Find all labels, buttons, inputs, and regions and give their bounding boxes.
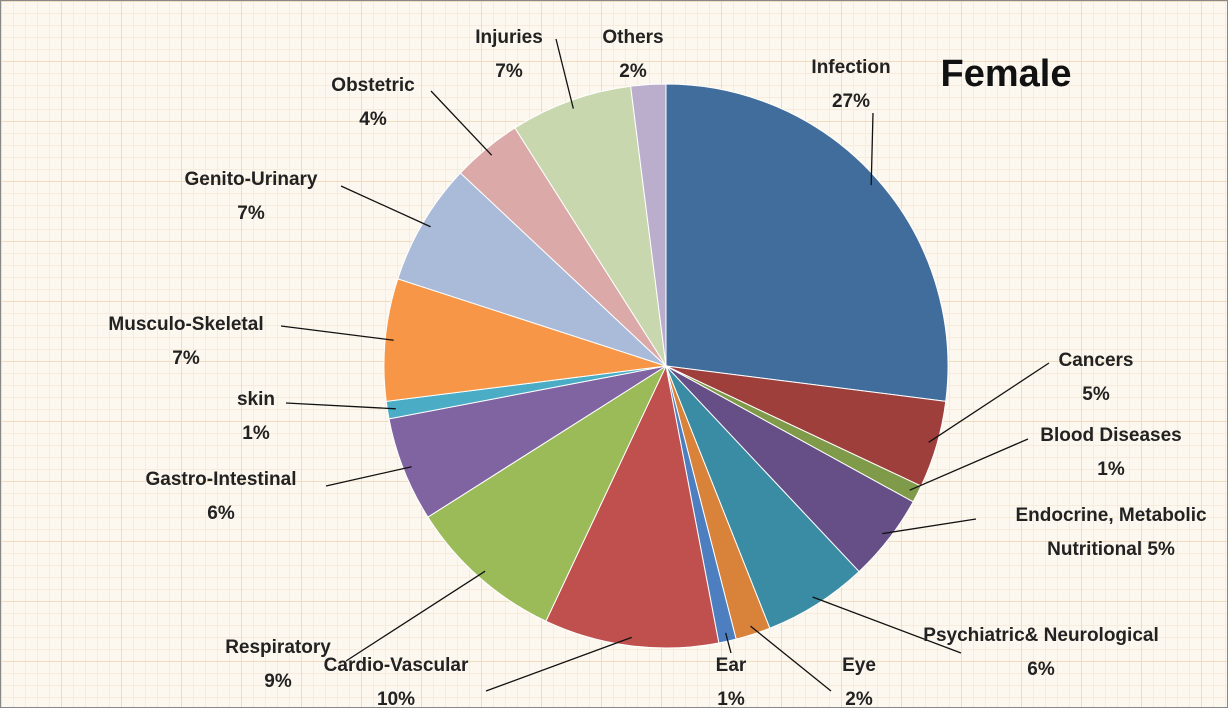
leader-line bbox=[325, 466, 412, 487]
leader-line bbox=[345, 570, 486, 662]
slice-label: Gastro-Intestinal 6% bbox=[146, 463, 297, 531]
value-label: 7% bbox=[495, 61, 523, 82]
chart-title: Female bbox=[940, 53, 1072, 95]
leader-line bbox=[555, 38, 574, 109]
value-label: 6% bbox=[207, 503, 235, 524]
leader-line bbox=[870, 112, 874, 186]
slice-label: Endocrine, Metabolic Nutritional 5% bbox=[991, 499, 1228, 567]
leader-line bbox=[750, 625, 832, 692]
leader-line bbox=[928, 362, 1050, 443]
leader-line bbox=[485, 636, 632, 692]
leader-line bbox=[340, 185, 431, 228]
slice-label: Musculo-Skeletal 7% bbox=[108, 308, 263, 376]
pie-slice bbox=[427, 364, 668, 622]
leader-line bbox=[882, 518, 977, 535]
category-label: Obstetric bbox=[331, 75, 415, 96]
slice-label: Injuries 7% bbox=[475, 21, 543, 89]
category-label: Cardio-Vascular bbox=[323, 655, 469, 676]
leader-line bbox=[285, 402, 396, 410]
value-label: 7% bbox=[237, 203, 265, 224]
slice-label: Infection 27% bbox=[811, 51, 890, 119]
slice-label: Cardio-Vascular 10% bbox=[324, 649, 469, 717]
pie-slice bbox=[514, 85, 667, 367]
category-label: Blood Diseases bbox=[1040, 425, 1182, 446]
category-label: Eye bbox=[842, 655, 876, 676]
value-label: 5% bbox=[1147, 539, 1175, 560]
slice-label: Obstetric 4% bbox=[331, 69, 414, 137]
value-label: 7% bbox=[172, 348, 200, 369]
category-label: Genito-Urinary bbox=[184, 169, 318, 190]
category-label: Cancers bbox=[1058, 350, 1134, 371]
category-label: Injuries bbox=[475, 27, 543, 48]
slice-label: skin 1% bbox=[237, 383, 275, 451]
value-label: 5% bbox=[1082, 384, 1110, 405]
value-label: 1% bbox=[242, 423, 270, 444]
category-label: Ear bbox=[715, 655, 747, 676]
leader-line bbox=[909, 438, 1029, 491]
category-label: Musculo-Skeletal bbox=[108, 314, 264, 335]
category-label: Psychiatric& Neurological bbox=[923, 625, 1159, 646]
slice-label: Eye 2% bbox=[842, 649, 876, 717]
value-label: 27% bbox=[831, 91, 871, 112]
slice-label: Respiratory 9% bbox=[225, 631, 331, 699]
category-label: Gastro-Intestinal bbox=[145, 469, 297, 490]
value-label: 10% bbox=[376, 689, 416, 710]
slice-label: Cancers 5% bbox=[1059, 344, 1134, 412]
category-label: Endocrine, Metabolic Nutritional bbox=[1015, 505, 1207, 560]
value-label: 4% bbox=[359, 109, 387, 130]
value-label: 1% bbox=[1097, 459, 1125, 480]
leader-line bbox=[725, 632, 732, 654]
leader-line bbox=[430, 90, 493, 156]
value-label: 2% bbox=[619, 61, 647, 82]
value-label: 2% bbox=[845, 689, 873, 710]
pie-slice bbox=[630, 83, 667, 367]
category-label: Others bbox=[602, 27, 664, 48]
slice-label: Blood Diseases 1% bbox=[1040, 419, 1182, 487]
slice-label: Ear 1% bbox=[716, 649, 747, 717]
pie-slice bbox=[665, 83, 949, 402]
value-label: 1% bbox=[717, 689, 745, 710]
pie-slice bbox=[397, 172, 667, 367]
slice-label: Psychiatric& Neurological 6% bbox=[923, 619, 1158, 687]
category-label: skin bbox=[236, 389, 276, 410]
value-label: 9% bbox=[264, 671, 292, 692]
pie-slice bbox=[545, 364, 720, 649]
slice-label: Genito-Urinary 7% bbox=[184, 163, 317, 231]
category-label: Respiratory bbox=[225, 637, 331, 658]
category-label: Infection bbox=[811, 57, 891, 78]
leader-line bbox=[280, 325, 394, 341]
value-label: 6% bbox=[1027, 659, 1055, 680]
leader-line bbox=[812, 596, 962, 654]
slice-label: Others 2% bbox=[602, 21, 663, 89]
